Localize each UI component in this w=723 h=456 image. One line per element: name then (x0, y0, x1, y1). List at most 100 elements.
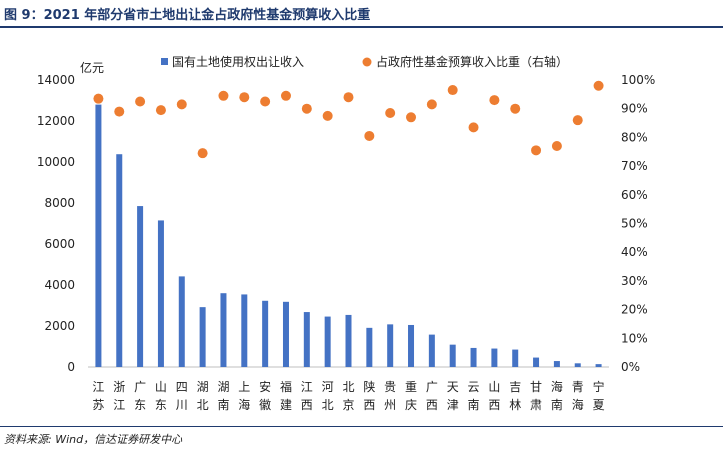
category-label: 北 (197, 398, 209, 412)
category-label: 江 (113, 398, 125, 412)
category-label: 河 (322, 380, 334, 394)
category-label: 陕 (363, 379, 375, 394)
bar (178, 276, 185, 367)
bar (157, 220, 164, 367)
legend-dot-label: 占政府性基金预算收入比重（右轴） (376, 54, 568, 69)
category-label: 苏 (92, 398, 104, 412)
bar (262, 300, 269, 367)
right-tick-label: 80% (621, 130, 648, 144)
legend-bar-swatch (161, 58, 168, 65)
category-label: 湖 (197, 379, 209, 394)
category-label: 福 (280, 379, 292, 394)
right-tick-label: 20% (621, 303, 648, 317)
scatter-point (176, 99, 187, 110)
chart-title: 图 9：2021 年部分省市土地出让金占政府性基金预算收入比重 (4, 8, 371, 23)
category-label: 京 (342, 398, 354, 412)
chart-svg: 亿元 国有土地使用权出让收入 占政府性基金预算收入比重（右轴） 0 2000 400… (37, 54, 656, 412)
scatter-point (489, 95, 500, 106)
category-label: 西 (488, 398, 500, 412)
category-label: 夏 (593, 398, 605, 412)
category-label: 四 (176, 380, 188, 394)
scatter-point (426, 99, 437, 110)
bar (512, 349, 519, 367)
category-label: 山 (488, 380, 500, 394)
scatter-point (322, 110, 333, 121)
category-label: 徽 (259, 397, 271, 412)
category-label: 西 (363, 398, 375, 412)
footer-divider (0, 426, 723, 427)
category-label: 甘 (530, 380, 542, 394)
right-tick-label: 50% (621, 217, 648, 231)
scatter-point (593, 80, 604, 91)
category-label: 江 (92, 380, 104, 394)
category-label: 南 (217, 397, 229, 412)
title-divider (0, 26, 723, 28)
left-tick-label: 10000 (37, 155, 75, 169)
scatter-series (93, 80, 604, 159)
category-label: 湖 (217, 379, 229, 394)
category-label: 东 (134, 398, 146, 412)
bar (220, 293, 227, 367)
bar (408, 324, 415, 367)
scatter-point (239, 92, 250, 103)
category-labels: 江苏浙江广东山东四川湖北湖南上海安徽福建江西河北北京陕西贵州重庆广西天津云南山西… (92, 379, 604, 412)
category-label: 东 (155, 398, 167, 412)
right-tick-label: 90% (621, 102, 648, 116)
bar (449, 344, 456, 367)
category-label: 川 (176, 398, 188, 412)
category-label: 肃 (530, 398, 542, 412)
scatter-point (93, 93, 104, 104)
scatter-point (135, 96, 146, 107)
category-label: 林 (509, 398, 521, 412)
bar (533, 357, 540, 367)
category-label: 海 (238, 397, 250, 412)
left-tick-label: 14000 (37, 73, 75, 87)
category-label: 重 (405, 380, 417, 394)
category-label: 天 (447, 380, 459, 394)
category-label: 浙 (113, 380, 125, 394)
left-tick-label: 0 (67, 360, 75, 374)
legend: 国有土地使用权出让收入 占政府性基金预算收入比重（右轴） (161, 54, 568, 69)
scatter-point (114, 106, 125, 117)
bar (595, 364, 602, 367)
bar (199, 307, 206, 367)
right-tick-label: 0% (621, 360, 640, 374)
category-label: 上 (238, 380, 250, 394)
scatter-point (572, 115, 583, 126)
left-tick-label: 12000 (37, 114, 75, 128)
right-tick-label: 100% (621, 73, 655, 87)
bar (241, 294, 248, 367)
bar (366, 327, 373, 367)
category-label: 南 (551, 397, 563, 412)
left-tick-label: 2000 (44, 319, 75, 333)
scatter-point (260, 96, 271, 107)
bar (387, 324, 394, 367)
bar (303, 312, 310, 367)
scatter-point (155, 105, 166, 116)
bar (428, 334, 435, 367)
scatter-point (218, 90, 229, 101)
bar (137, 206, 144, 367)
scatter-point (364, 130, 375, 141)
right-tick-label: 40% (621, 245, 648, 259)
category-label: 庆 (405, 398, 417, 412)
bar (553, 361, 560, 367)
scatter-point (531, 145, 542, 156)
bar (574, 363, 581, 367)
y-axis-unit: 亿元 (80, 60, 104, 75)
right-tick-label: 60% (621, 188, 648, 202)
category-label: 南 (468, 397, 480, 412)
scatter-point (406, 112, 417, 123)
scatter-point (510, 103, 521, 114)
category-label: 海 (551, 379, 563, 394)
legend-bar-label: 国有土地使用权出让收入 (172, 54, 304, 69)
category-label: 津 (447, 398, 459, 412)
left-tick-label: 6000 (44, 237, 75, 251)
category-label: 安 (259, 379, 271, 394)
legend-dot-swatch (362, 57, 372, 67)
right-tick-label: 10% (621, 331, 648, 345)
category-label: 北 (322, 398, 334, 412)
category-label: 西 (426, 398, 438, 412)
bar (345, 314, 352, 367)
scatter-point (280, 90, 291, 101)
